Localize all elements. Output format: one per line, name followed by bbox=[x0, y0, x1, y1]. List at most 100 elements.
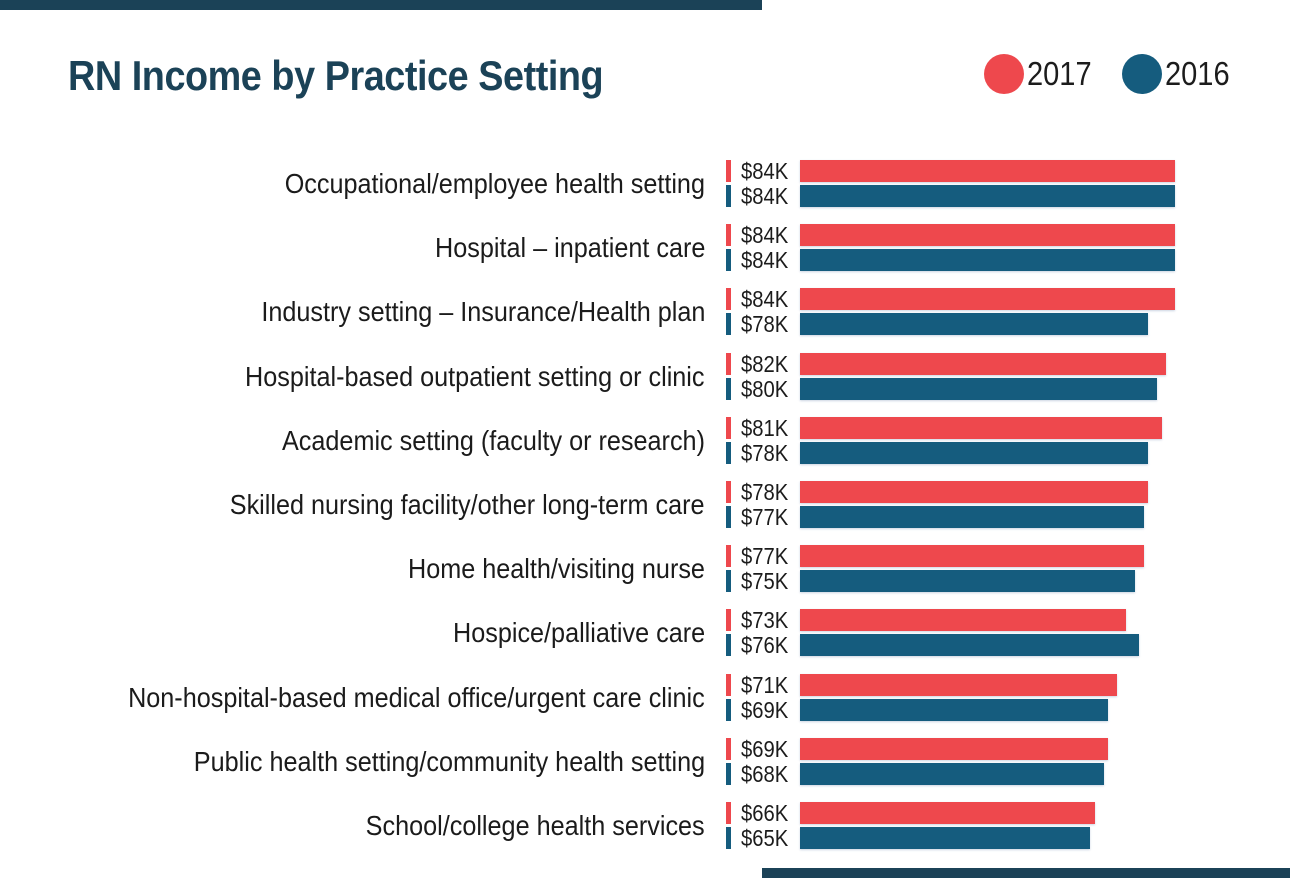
series-subrow-2016: $76K bbox=[0, 632, 1290, 659]
category-label: Academic setting (faculty or research) bbox=[282, 424, 705, 456]
series-subrow-2016: $77K bbox=[0, 504, 1290, 530]
chart-row: School/college health services $66K $65K bbox=[0, 800, 1290, 850]
series-subrow-2016: $84K bbox=[0, 183, 1290, 209]
category-label: Occupational/employee health setting bbox=[284, 168, 705, 199]
legend: 2017 2016 bbox=[984, 54, 1239, 94]
category-label: Industry setting – Insurance/Health plan bbox=[260, 296, 705, 328]
series-subrow-2017: $77K bbox=[0, 545, 1290, 568]
series-subrow-2016: $75K bbox=[0, 570, 1290, 593]
chart-row: Public health setting/community health s… bbox=[0, 735, 1290, 787]
value-label-2017: $73K bbox=[741, 607, 789, 634]
bar-2017 bbox=[800, 545, 1144, 568]
value-label-2017: $84K bbox=[741, 158, 789, 184]
bar-2016 bbox=[800, 377, 1158, 400]
series-subrow-2016: $65K bbox=[0, 827, 1290, 850]
bottom-accent-strip bbox=[762, 868, 1290, 878]
category-label: Home health/visiting nurse bbox=[408, 553, 705, 585]
axis-tick-2016-icon bbox=[726, 313, 731, 336]
series-subrow-2016: $69K bbox=[0, 696, 1290, 723]
category-label: Public health setting/community health s… bbox=[193, 745, 705, 777]
bar-2017 bbox=[800, 416, 1162, 439]
series-subrow-2016: $68K bbox=[0, 760, 1290, 787]
axis-tick-2016-icon bbox=[726, 570, 731, 593]
bar-2016 bbox=[800, 634, 1140, 657]
bar-2017 bbox=[800, 160, 1175, 182]
axis-tick-2016-icon bbox=[726, 377, 731, 400]
value-label-2016: $80K bbox=[741, 375, 789, 402]
bar-2017 bbox=[800, 481, 1149, 503]
chart-title: RN Income by Practice Setting bbox=[68, 52, 604, 99]
axis-tick-2017-icon bbox=[726, 352, 731, 375]
bar-2016 bbox=[800, 441, 1149, 464]
value-label-2016: $84K bbox=[741, 247, 789, 274]
axis-tick-2017-icon bbox=[726, 416, 731, 439]
legend-2016-dot-icon bbox=[1122, 54, 1163, 94]
value-label-2016: $76K bbox=[741, 632, 789, 659]
axis-tick-2016-icon bbox=[726, 634, 731, 657]
axis-tick-2017-icon bbox=[726, 673, 731, 696]
value-label-2017: $82K bbox=[741, 350, 789, 377]
axis-tick-2016-icon bbox=[726, 249, 731, 272]
bar-2017 bbox=[800, 352, 1167, 375]
chart-row: Hospital-based outpatient setting or cli… bbox=[0, 350, 1290, 402]
series-subrow-2017: $71K bbox=[0, 673, 1290, 696]
axis-tick-2016-icon bbox=[726, 762, 731, 785]
bar-2017 bbox=[800, 224, 1175, 247]
series-subrow-2017: $78K bbox=[0, 479, 1290, 505]
axis-tick-2017-icon bbox=[726, 802, 731, 824]
series-subrow-2017: $66K bbox=[0, 800, 1290, 826]
category-label: Non-hospital-based medical office/urgent… bbox=[128, 681, 705, 713]
chart-row: Hospice/palliative care $73K $76K bbox=[0, 607, 1290, 659]
bar-2016 bbox=[800, 506, 1144, 528]
bar-2016 bbox=[800, 698, 1108, 721]
bar-2016 bbox=[800, 185, 1175, 207]
bar-2016 bbox=[800, 570, 1135, 593]
series-subrow-2017: $84K bbox=[0, 286, 1290, 313]
axis-tick-2017-icon bbox=[726, 481, 731, 503]
axis-tick-2016-icon bbox=[726, 185, 731, 207]
chart-row: Non-hospital-based medical office/urgent… bbox=[0, 673, 1290, 723]
legend-2016-label: 2016 bbox=[1165, 55, 1231, 92]
value-label-2016: $69K bbox=[741, 696, 789, 723]
axis-tick-2016-icon bbox=[726, 441, 731, 464]
value-label-2016: $68K bbox=[741, 760, 789, 787]
category-label: Hospital – inpatient care bbox=[434, 232, 705, 264]
series-subrow-2017: $81K bbox=[0, 414, 1290, 441]
value-label-2017: $78K bbox=[741, 479, 789, 505]
value-label-2017: $84K bbox=[741, 286, 789, 313]
bar-2016 bbox=[800, 313, 1149, 336]
value-label-2017: $66K bbox=[741, 800, 789, 826]
value-label-2017: $69K bbox=[741, 735, 789, 762]
category-label: Hospice/palliative care bbox=[452, 617, 705, 649]
series-subrow-2016: $84K bbox=[0, 247, 1290, 274]
series-subrow-2017: $84K bbox=[0, 158, 1290, 184]
axis-tick-2016-icon bbox=[726, 506, 731, 528]
bar-2016 bbox=[800, 827, 1091, 849]
axis-tick-2017-icon bbox=[726, 224, 731, 247]
chart-row: Academic setting (faculty or research) $8… bbox=[0, 414, 1290, 464]
axis-tick-2017-icon bbox=[726, 609, 731, 632]
series-subrow-2017: $84K bbox=[0, 222, 1290, 249]
bar-2017 bbox=[800, 737, 1108, 760]
category-label: Hospital-based outpatient setting or cli… bbox=[245, 360, 705, 392]
axis-tick-2016-icon bbox=[726, 827, 731, 849]
bar-2016 bbox=[800, 249, 1175, 272]
series-subrow-2017: $82K bbox=[0, 350, 1290, 377]
category-label: School/college health services bbox=[365, 810, 705, 841]
axis-tick-2017-icon bbox=[726, 737, 731, 760]
axis-tick-2017-icon bbox=[726, 545, 731, 568]
chart-row: Home health/visiting nurse $77K $75K bbox=[0, 545, 1290, 593]
bar-2017 bbox=[800, 288, 1175, 311]
value-label-2017: $84K bbox=[741, 222, 789, 249]
series-subrow-2016: $80K bbox=[0, 375, 1290, 402]
value-label-2017: $81K bbox=[741, 414, 789, 441]
chart-row: Occupational/employee health setting $84K… bbox=[0, 158, 1290, 209]
legend-2017-label: 2017 bbox=[1027, 55, 1092, 92]
category-label: Skilled nursing facility/other long-term… bbox=[230, 489, 705, 520]
value-label-2016: $84K bbox=[741, 183, 789, 209]
chart-row: Skilled nursing facility/other long-term… bbox=[0, 479, 1290, 530]
bar-2017 bbox=[800, 802, 1095, 824]
value-label-2016: $77K bbox=[741, 504, 789, 530]
bar-2016 bbox=[800, 762, 1104, 785]
